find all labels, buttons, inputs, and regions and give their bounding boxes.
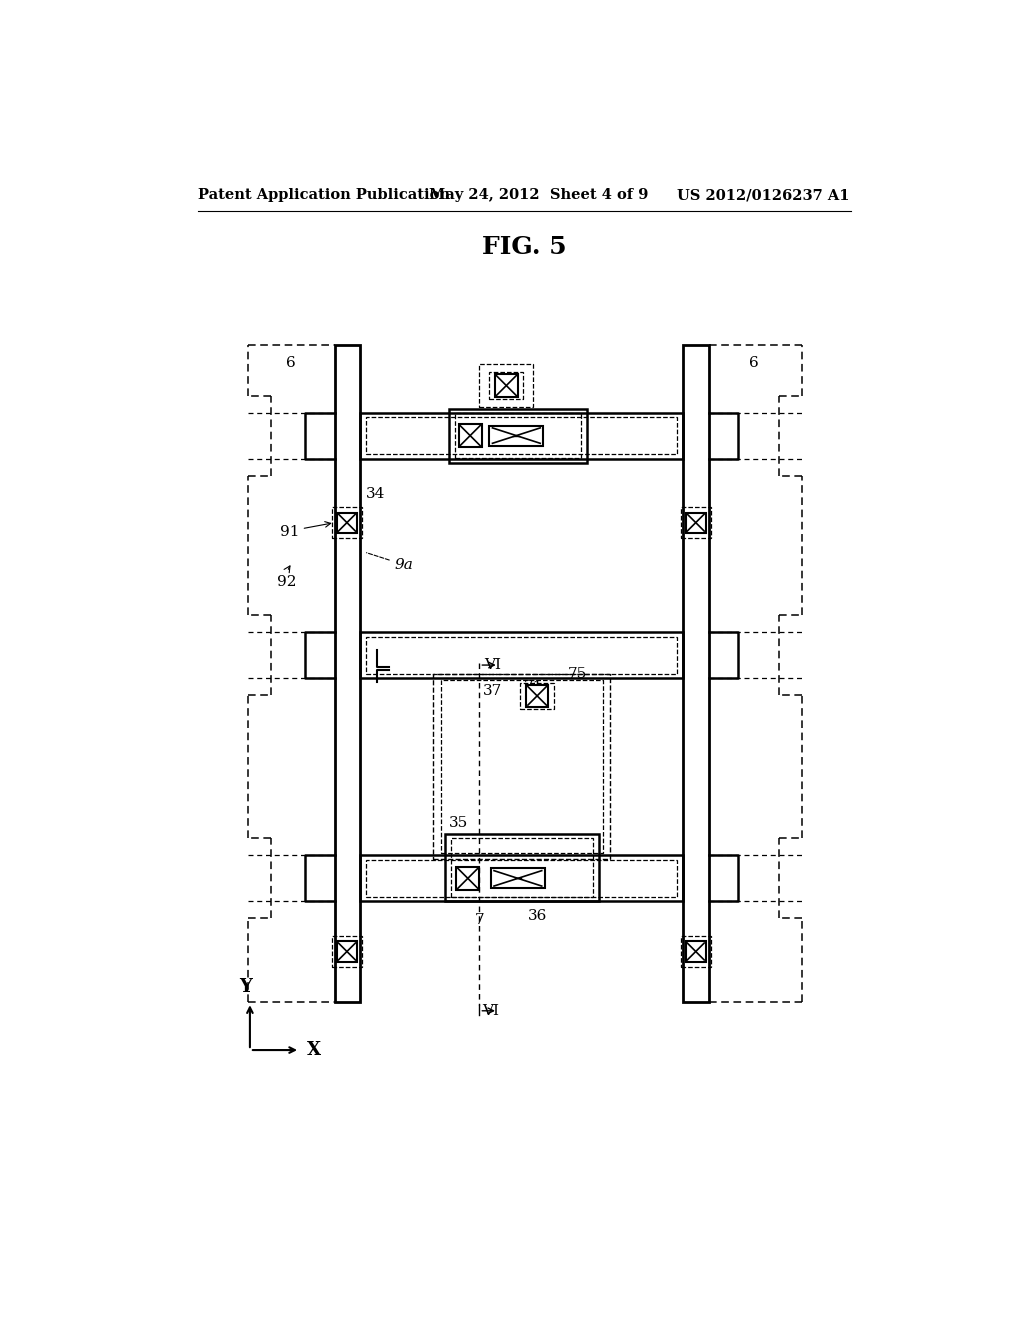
Text: 7: 7 <box>474 913 484 927</box>
Text: 9a: 9a <box>367 553 414 572</box>
Text: VI: VI <box>484 659 501 672</box>
Bar <box>451 838 593 896</box>
Text: May 24, 2012  Sheet 4 of 9: May 24, 2012 Sheet 4 of 9 <box>429 189 648 202</box>
Text: 37: 37 <box>483 684 503 697</box>
Bar <box>449 409 587 462</box>
Bar <box>686 941 706 961</box>
Text: 35: 35 <box>449 816 468 830</box>
Bar <box>367 859 677 896</box>
Text: 91: 91 <box>281 525 300 539</box>
Bar <box>520 682 554 709</box>
Text: US 2012/0126237 A1: US 2012/0126237 A1 <box>677 189 850 202</box>
Bar <box>489 372 523 400</box>
Text: X: X <box>307 1041 321 1059</box>
Bar <box>681 507 711 539</box>
Text: 71: 71 <box>523 681 543 694</box>
Text: Patent Application Publication: Patent Application Publication <box>199 189 451 202</box>
Bar <box>455 413 581 458</box>
Bar <box>686 512 706 533</box>
Bar <box>367 417 677 454</box>
Bar <box>335 345 360 1002</box>
Text: 36: 36 <box>527 909 547 923</box>
Bar <box>479 364 534 407</box>
Bar <box>681 936 711 966</box>
Bar <box>360 412 683 459</box>
Bar <box>360 855 683 902</box>
Bar <box>457 867 479 890</box>
Text: 6: 6 <box>286 356 296 370</box>
Text: 92: 92 <box>276 566 296 589</box>
Bar <box>333 936 362 966</box>
Text: VI: VI <box>482 1003 500 1018</box>
Bar <box>333 507 362 539</box>
Bar <box>490 869 545 888</box>
Text: FIG. 5: FIG. 5 <box>482 235 567 259</box>
Bar <box>360 632 683 678</box>
Bar <box>683 345 709 1002</box>
Bar <box>337 512 357 533</box>
Bar <box>495 374 518 397</box>
Bar <box>444 834 599 902</box>
Bar <box>337 941 357 961</box>
Bar <box>489 425 544 446</box>
Text: Y: Y <box>240 978 253 997</box>
Bar <box>441 681 602 853</box>
Bar <box>459 424 481 447</box>
Text: 34: 34 <box>367 487 386 502</box>
Bar <box>526 685 548 706</box>
Text: 6: 6 <box>750 356 759 370</box>
Bar <box>433 675 610 859</box>
Text: 75: 75 <box>568 668 587 681</box>
Bar <box>367 636 677 673</box>
